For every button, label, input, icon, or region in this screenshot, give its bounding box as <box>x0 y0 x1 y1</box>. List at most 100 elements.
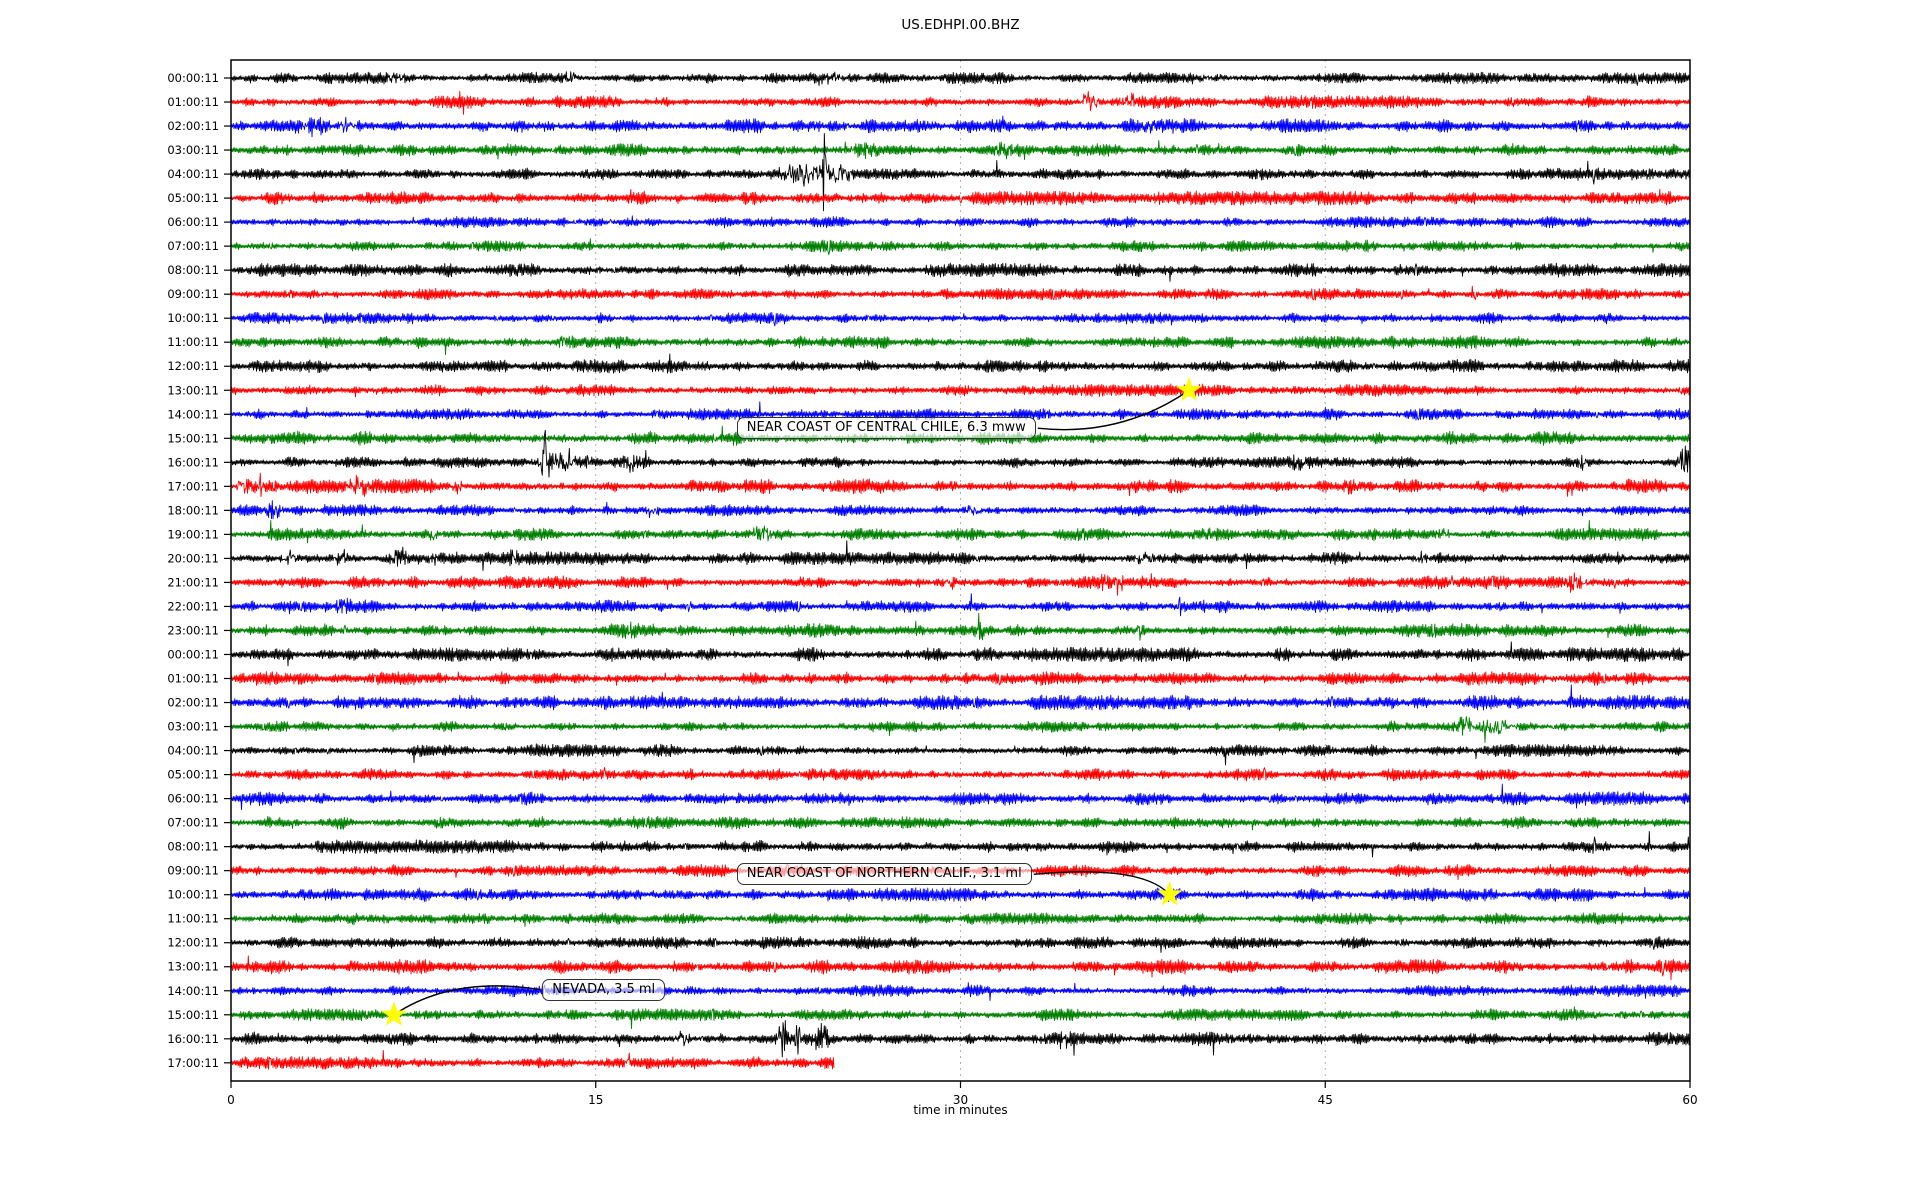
trace-time-label: 01:00:11 <box>167 672 219 686</box>
trace-row <box>230 500 1691 520</box>
trace-time-label: 06:00:11 <box>167 215 219 229</box>
trace-row <box>230 238 1691 255</box>
event-star-icon <box>1156 881 1183 906</box>
trace-time-label: 05:00:11 <box>167 768 219 782</box>
trace-time-label: 09:00:11 <box>167 287 219 301</box>
trace-time-label: 03:00:11 <box>167 720 219 734</box>
trace-row <box>230 815 1691 831</box>
event-annotation-nevada: NEVADA, 3.5 ml <box>542 978 666 1001</box>
trace-time-label: 23:00:11 <box>167 623 219 637</box>
trace-row <box>230 955 1691 981</box>
trace-row <box>230 215 1691 229</box>
x-tick-label: 45 <box>1318 1093 1333 1107</box>
trace-row <box>230 383 1691 398</box>
trace-time-label: 03:00:11 <box>167 143 219 157</box>
trace-row <box>230 935 1691 953</box>
trace-time-label: 21:00:11 <box>167 575 219 589</box>
trace-time-label: 04:00:11 <box>167 744 219 758</box>
trace-time-label: 12:00:11 <box>167 936 219 950</box>
trace-row <box>230 612 1691 641</box>
trace-time-label: 15:00:11 <box>167 1008 219 1022</box>
trace-time-label: 00:00:11 <box>167 71 219 85</box>
trace-row <box>230 1020 1691 1058</box>
trace-time-label: 11:00:11 <box>167 335 219 349</box>
trace-time-label: 14:00:11 <box>167 407 219 421</box>
trace-row <box>230 262 1691 282</box>
trace-time-label: 16:00:11 <box>167 1032 219 1046</box>
trace-row <box>230 519 1691 544</box>
trace-time-label: 05:00:11 <box>167 191 219 205</box>
trace-row <box>230 684 1691 711</box>
trace-row <box>230 766 1691 782</box>
trace-row <box>230 90 1691 115</box>
trace-row <box>230 1006 1691 1030</box>
trace-row <box>230 982 1691 1001</box>
trace-time-label: 08:00:11 <box>167 263 219 277</box>
trace-time-label: 10:00:11 <box>167 888 219 902</box>
plot-title: US.EDHPI.00.BHZ <box>901 17 1020 33</box>
trace-row <box>230 133 1691 212</box>
trace-time-label: 07:00:11 <box>167 816 219 830</box>
trace-row <box>230 572 1691 596</box>
trace-time-label: 09:00:11 <box>167 864 219 878</box>
trace-time-label: 19:00:11 <box>167 527 219 541</box>
x-tick-label: 0 <box>227 1093 235 1107</box>
trace-time-label: 15:00:11 <box>167 431 219 445</box>
trace-time-label: 16:00:11 <box>167 455 219 469</box>
trace-time-label: 14:00:11 <box>167 984 219 998</box>
event-annotation-chile: NEAR COAST OF CENTRAL CHILE, 6.3 mww <box>736 417 1036 440</box>
trace-time-label: 00:00:11 <box>167 647 219 661</box>
trace-time-label: 04:00:11 <box>167 167 219 181</box>
xaxis-label: time in minutes <box>913 1103 1008 1117</box>
trace-time-label: 06:00:11 <box>167 792 219 806</box>
trace-row <box>230 353 1691 374</box>
trace-time-label: 11:00:11 <box>167 912 219 926</box>
x-tick-label: 30 <box>953 1093 968 1107</box>
trace-row <box>230 641 1691 667</box>
trace-row <box>230 425 1691 446</box>
trace-row <box>230 335 1691 356</box>
trace-time-label: 02:00:11 <box>167 119 219 133</box>
trace-row <box>230 140 1691 161</box>
trace-row <box>230 115 1691 138</box>
trace-row <box>230 831 1691 858</box>
trace-time-label: 17:00:11 <box>167 1056 219 1070</box>
trace-time-label: 10:00:11 <box>167 311 219 325</box>
trace-time-label: 22:00:11 <box>167 599 219 613</box>
trace-row <box>230 912 1691 928</box>
x-tick-label: 60 <box>1682 1093 1697 1107</box>
event-annotation-norcal: NEAR COAST OF NORTHERN CALIF., 3.1 ml <box>736 863 1032 886</box>
trace-time-label: 13:00:11 <box>167 960 219 974</box>
trace-row <box>230 401 1691 421</box>
trace-time-label: 02:00:11 <box>167 696 219 710</box>
trace-row <box>230 743 1691 766</box>
trace-time-label: 01:00:11 <box>167 95 219 109</box>
trace-row <box>230 593 1691 617</box>
annotation-leader-line <box>1037 389 1190 431</box>
trace-time-label: 07:00:11 <box>167 239 219 253</box>
trace-row <box>230 783 1691 811</box>
trace-row <box>230 671 1691 686</box>
trace-row <box>230 472 1691 498</box>
event-star-icon <box>381 1001 407 1026</box>
annotation-leader-line <box>1033 871 1171 896</box>
x-tick-label: 15 <box>588 1093 603 1107</box>
trace-time-label: 12:00:11 <box>167 359 219 373</box>
event-star-icon <box>1176 376 1202 402</box>
trace-time-label: 13:00:11 <box>167 383 219 397</box>
trace-row <box>230 887 1691 902</box>
trace-row <box>230 716 1691 743</box>
trace-row <box>230 188 1691 206</box>
trace-time-label: 20:00:11 <box>167 551 219 565</box>
trace-row <box>230 540 1691 571</box>
trace-row <box>230 1049 835 1070</box>
trace-time-label: 08:00:11 <box>167 840 219 854</box>
annotation-leader-line <box>393 985 541 1016</box>
trace-row <box>230 429 1691 478</box>
trace-row <box>230 311 1691 327</box>
trace-row <box>230 285 1691 301</box>
trace-time-label: 18:00:11 <box>167 503 219 517</box>
trace-time-label: 17:00:11 <box>167 479 219 493</box>
